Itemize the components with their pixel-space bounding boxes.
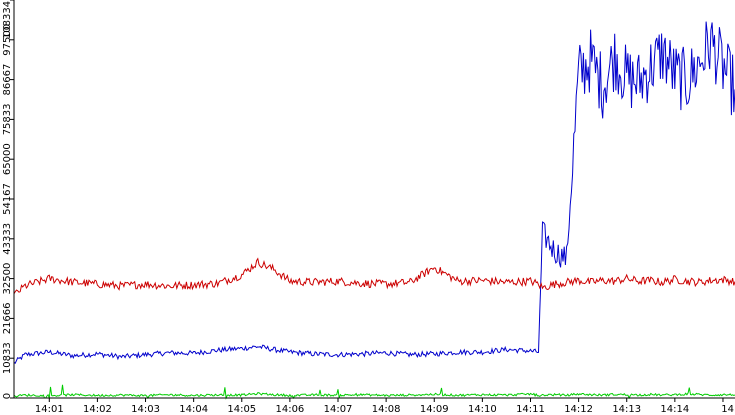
x-tick-label: 14:04: [179, 404, 208, 415]
y-tick-label: 32500: [2, 263, 13, 295]
x-tick-label: 14:12: [564, 404, 593, 415]
x-tick-label: 14:09: [420, 404, 449, 415]
y-tick-label: 97500: [2, 24, 13, 56]
y-tick-label: 108334: [2, 1, 13, 39]
x-tick-label: 14:08: [372, 404, 401, 415]
x-tick-label: 14:02: [83, 404, 112, 415]
x-tick-label: 14:01: [35, 404, 64, 415]
x-tick-label: 14:06: [275, 404, 304, 415]
y-tick-label: 0: [2, 393, 13, 399]
x-tick-label: 14:10: [468, 404, 497, 415]
series-layer: [13, 21, 735, 400]
y-tick-label: 43333: [2, 223, 13, 255]
y-tick-label: 75833: [2, 103, 13, 135]
x-tick-label: 14:03: [131, 404, 160, 415]
x-tick-label: 14:05: [227, 404, 256, 415]
x-tick-label: 14:07: [324, 404, 353, 415]
y-tick-label: 86667: [2, 64, 13, 96]
y-tick-label: 54167: [2, 183, 13, 215]
series-line-2: [13, 257, 735, 295]
x-tick-label: 14: [721, 404, 734, 415]
series-line-1: [13, 21, 735, 364]
x-tick-label: 14:13: [612, 404, 641, 415]
y-tick-label: 65000: [2, 143, 13, 175]
series-line-3: [13, 384, 735, 400]
y-tick-label: 21666: [2, 302, 13, 334]
x-tick-label: 14:14: [660, 404, 689, 415]
x-tick-label: 14:11: [516, 404, 545, 415]
y-tick-label: 10833: [2, 342, 13, 374]
